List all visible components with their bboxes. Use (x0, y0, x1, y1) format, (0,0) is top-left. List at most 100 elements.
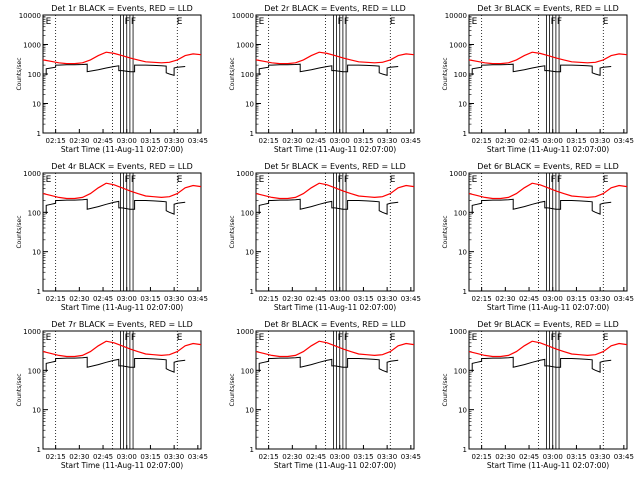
event-marker: F (131, 333, 136, 343)
event-marker: E (259, 333, 265, 343)
x-axis-label: Start Time (11-Aug-11 02:07:00) (274, 303, 396, 312)
x-tick-label: 03:00 (330, 453, 350, 461)
series-line-events (258, 63, 399, 76)
x-tick-label: 02:15 (259, 137, 279, 145)
x-tick-label: 02:30 (495, 453, 515, 461)
x-tick-label: 03:00 (330, 295, 350, 303)
x-tick-label: 03:00 (543, 137, 563, 145)
x-tick-label: 03:15 (566, 295, 586, 303)
series-line-events (471, 198, 612, 215)
x-tick-label: 02:30 (69, 295, 89, 303)
plot-frame (255, 14, 415, 134)
x-tick-label: 03:30 (164, 137, 184, 145)
y-tick-label: 10 (32, 101, 41, 109)
x-tick-label: 03:15 (353, 453, 373, 461)
y-tick-label: 100 (241, 209, 254, 217)
y-tick-label: 1 (250, 446, 254, 454)
y-axis-label: Counts/sec (442, 373, 449, 406)
panel-title: Det 1r BLACK = Events, RED = LLD (51, 4, 193, 13)
x-tick-label: 03:45 (401, 137, 421, 145)
y-tick-label: 1 (463, 288, 467, 296)
panel-1: Det 1r BLACK = Events, RED = LLD 1 10 100 10… (16, 4, 208, 154)
x-tick-label: 03:00 (330, 137, 350, 145)
x-tick-label: 02:30 (282, 453, 302, 461)
y-tick-label: 10 (32, 249, 41, 257)
event-marker: E (46, 333, 52, 343)
event-marker: F (557, 17, 562, 27)
x-tick-label: 02:45 (306, 453, 326, 461)
x-tick-label: 03:30 (590, 137, 610, 145)
event-marker: F (551, 17, 556, 27)
event-marker: F (125, 175, 130, 185)
y-tick-label: 10000 (19, 12, 41, 20)
series-line-events (471, 356, 612, 373)
y-tick-label: 100 (28, 209, 41, 217)
panel-5: Det 5r BLACK = Events, RED = LLD 1 10 100 10… (229, 162, 421, 312)
panel-title: Det 7r BLACK = Events, RED = LLD (51, 320, 193, 329)
y-axis-label: Counts/sec (16, 57, 23, 90)
x-tick-label: 02:15 (259, 453, 279, 461)
x-tick-label: 03:45 (614, 453, 634, 461)
event-marker: F (557, 333, 562, 343)
y-tick-label: 10 (245, 101, 254, 109)
series-line-lld (255, 340, 415, 358)
series-line-events (45, 356, 186, 373)
series-line-lld (468, 340, 628, 358)
event-marker: E (46, 175, 52, 185)
panel-9: Det 9r BLACK = Events, RED = LLD 1 10 100 10… (442, 320, 634, 470)
y-tick-label: 1000 (449, 328, 467, 336)
series-line-lld (468, 51, 628, 65)
plot-frame (468, 330, 628, 450)
x-tick-label: 02:45 (519, 137, 539, 145)
x-tick-label: 02:45 (93, 453, 113, 461)
event-marker: F (125, 333, 130, 343)
y-tick-label: 1 (250, 288, 254, 296)
y-tick-label: 1 (463, 130, 467, 138)
plot-frame (42, 172, 202, 292)
x-tick-label: 03:45 (401, 453, 421, 461)
series-line-events (45, 198, 186, 215)
x-axis-label: Start Time (11-Aug-11 02:07:00) (274, 461, 396, 470)
event-marker: E (177, 333, 183, 343)
panel-6: Det 6r BLACK = Events, RED = LLD 1 10 100 10… (442, 162, 634, 312)
y-tick-label: 1 (37, 446, 41, 454)
y-axis-label: Counts/sec (442, 215, 449, 248)
x-tick-label: 02:30 (69, 137, 89, 145)
plot-frame (42, 330, 202, 450)
plot-frame (468, 172, 628, 292)
y-tick-label: 10 (458, 407, 467, 415)
panel-7: Det 7r BLACK = Events, RED = LLD 1 10 100 10… (16, 320, 208, 470)
x-tick-label: 02:30 (282, 295, 302, 303)
panel-3: Det 3r BLACK = Events, RED = LLD 1 10 100 10… (442, 4, 634, 154)
x-tick-label: 03:00 (117, 137, 137, 145)
x-tick-label: 03:30 (377, 453, 397, 461)
y-tick-label: 100 (241, 71, 254, 79)
event-marker: F (131, 17, 136, 27)
x-tick-label: 02:30 (282, 137, 302, 145)
event-marker: F (125, 17, 130, 27)
x-tick-label: 02:45 (93, 295, 113, 303)
event-marker: E (472, 175, 478, 185)
y-tick-label: 1000 (23, 170, 41, 178)
event-marker: F (551, 175, 556, 185)
event-marker: E (603, 175, 609, 185)
x-tick-label: 02:30 (495, 295, 515, 303)
event-marker: E (390, 333, 396, 343)
panel-title: Det 8r BLACK = Events, RED = LLD (264, 320, 406, 329)
x-tick-label: 03:45 (401, 295, 421, 303)
y-tick-label: 1 (463, 446, 467, 454)
event-marker: F (557, 175, 562, 185)
y-tick-label: 100 (454, 209, 467, 217)
plot-frame (255, 172, 415, 292)
y-tick-label: 100 (454, 71, 467, 79)
event-marker: E (472, 333, 478, 343)
y-axis-label: Counts/sec (16, 373, 23, 406)
x-axis-label: Start Time (11-Aug-11 02:07:00) (487, 145, 609, 154)
series-line-lld (255, 51, 415, 65)
event-marker: F (551, 333, 556, 343)
x-tick-label: 03:30 (377, 295, 397, 303)
y-tick-label: 1000 (236, 328, 254, 336)
x-tick-label: 03:45 (188, 295, 208, 303)
y-axis-label: Counts/sec (229, 373, 236, 406)
x-tick-label: 03:15 (566, 453, 586, 461)
